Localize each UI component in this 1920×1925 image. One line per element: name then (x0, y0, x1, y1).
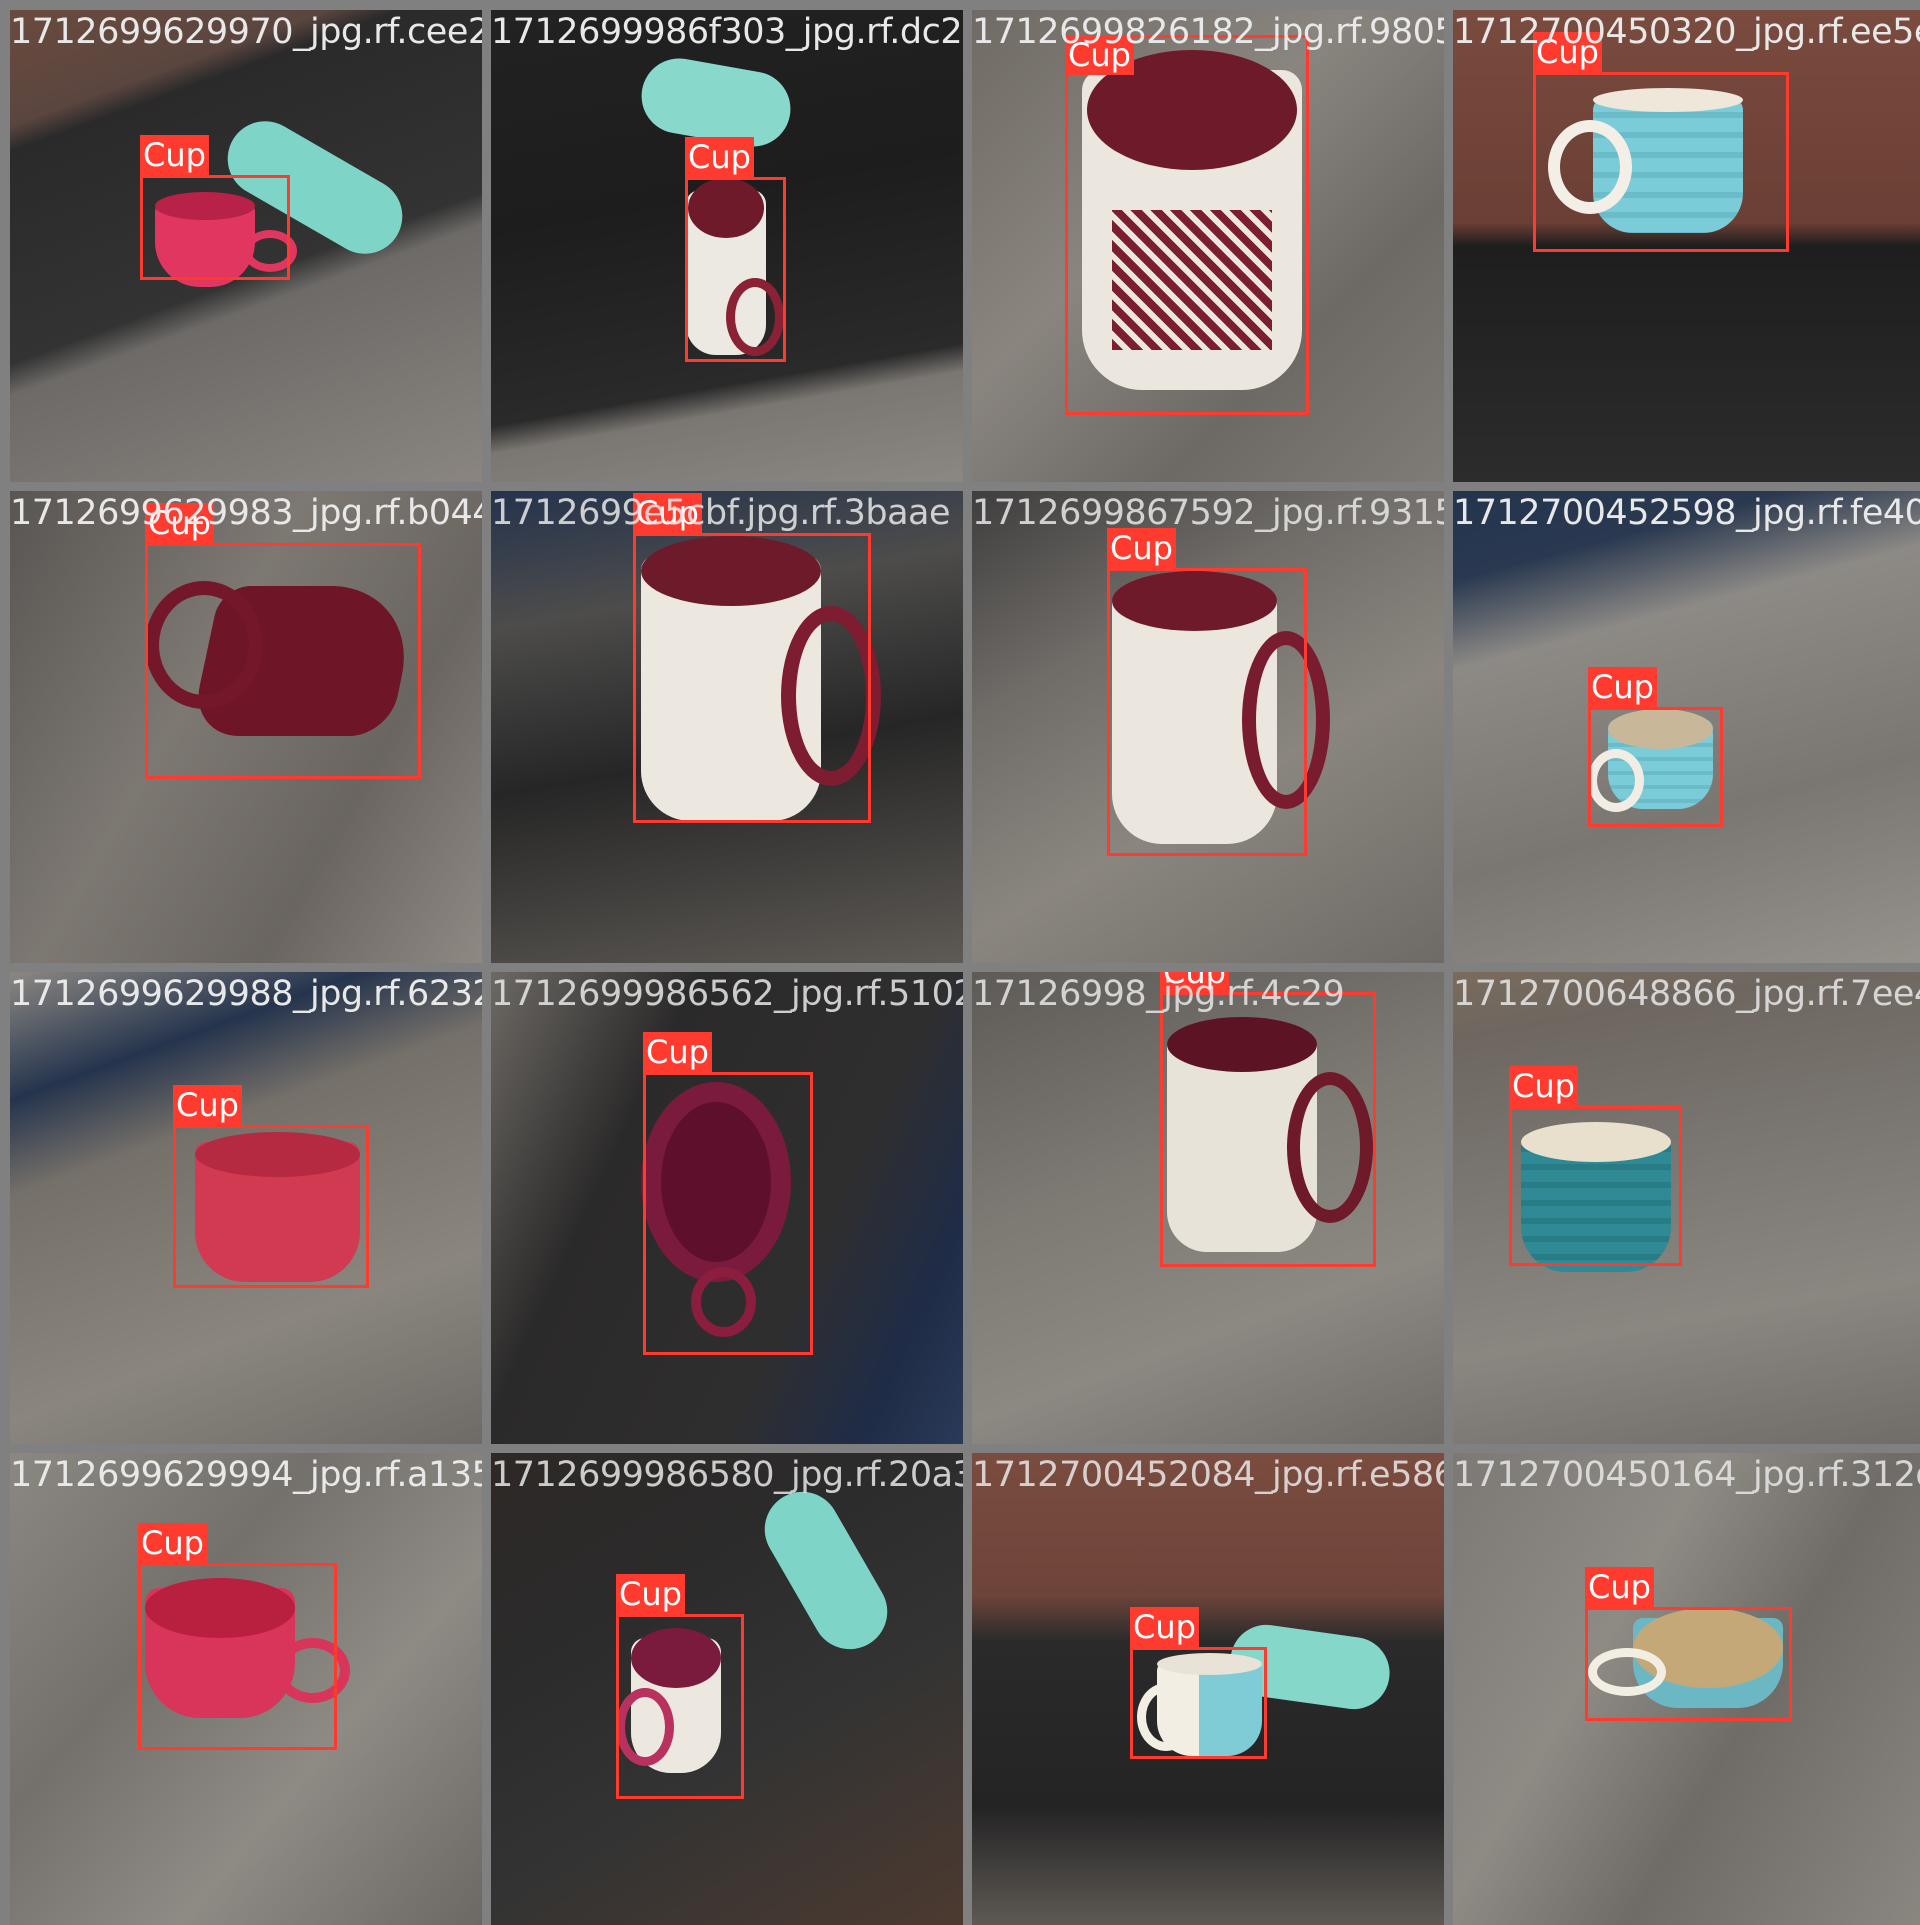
bounding-box (140, 175, 290, 280)
cup (1082, 50, 1312, 390)
cup (1112, 571, 1330, 851)
image-tile: Cup 1712699629988_jpg.rf.6232 (10, 972, 482, 1444)
image-tile: Cup 1712699826182_jpg.rf.98052 (972, 10, 1444, 482)
box-label: Cup (140, 135, 209, 175)
box-label: Cup (1160, 972, 1229, 992)
image-tile: Cup 1712699986580_jpg.rf.20a3 (491, 1453, 963, 1925)
box-label: Cup (685, 137, 754, 177)
bounding-box (138, 1563, 337, 1750)
image-tile: Cup 1712700452084_jpg.rf.e586 (972, 1453, 1444, 1925)
box-label: Cup (1533, 32, 1602, 72)
filename: 1712699629983_jpg.rf.b044 (10, 493, 482, 533)
cup (641, 1082, 791, 1337)
cup (155, 192, 297, 287)
box-label: Cup (643, 1032, 712, 1072)
bounding-box (643, 1072, 813, 1355)
box-label: Cup (173, 1085, 242, 1125)
cup (616, 1628, 726, 1773)
image-tile: Cup 1712700450164_jpg.rf.312d (1453, 1453, 1920, 1925)
bounding-box (1065, 35, 1309, 415)
image-tile: Cup 1712699629983_jpg.rf.b044 (10, 491, 482, 963)
bounding-box (1585, 1607, 1792, 1721)
bounding-box (173, 1125, 369, 1288)
image-tile: Cup 1712699986f303_jpg.rf.dc262 (491, 10, 963, 482)
photo (491, 1453, 963, 1925)
cup (1588, 1608, 1788, 1713)
bounding-box (1107, 568, 1307, 856)
image-tile: Cup 1712699629994_jpg.rf.a135 (10, 1453, 482, 1925)
bounding-box (633, 533, 871, 823)
image-tile: Cup 1712699629970_jpg.rf.cee29 (10, 10, 482, 482)
box-label: Cup (145, 503, 214, 543)
cup (1521, 1122, 1681, 1272)
box-label: Cup (1107, 528, 1176, 568)
filename: 1712699e5cbf.jpg.rf.3baae (491, 493, 951, 533)
filename: 1712699986562_jpg.rf.5102 (491, 974, 963, 1014)
image-tile: Cup 1712699e5cbf.jpg.rf.3baae (491, 491, 963, 963)
box-label: Cup (1588, 667, 1657, 707)
cup (1137, 1653, 1262, 1758)
box-label: Cup (1509, 1066, 1578, 1106)
filename: 1712700648866_jpg.rf.7ee4 (1453, 974, 1920, 1014)
image-tile: Cup 1712699986562_jpg.rf.5102 (491, 972, 963, 1444)
bounding-box (1160, 992, 1376, 1267)
box-label: Cup (1065, 35, 1134, 75)
image-tile: Cup 1712700452598_jpg.rf.fe408 (1453, 491, 1920, 963)
box-label: Cup (1585, 1567, 1654, 1607)
image-tile: Cup 1712700450320_jpg.rf.ee5e (1453, 10, 1920, 482)
filename: 1712700450164_jpg.rf.312d (1453, 1455, 1920, 1495)
cup (1167, 1017, 1373, 1252)
image-tile: Cup 1712699867592_jpg.rf.9315 (972, 491, 1444, 963)
filename: 1712699986f303_jpg.rf.dc262 (491, 12, 963, 52)
filename: 1712700452598_jpg.rf.fe408 (1453, 493, 1920, 533)
image-tile: Cup 17126998_jpg.rf.4c29 (972, 972, 1444, 1444)
filename: 1712699986580_jpg.rf.20a3 (491, 1455, 963, 1495)
box-label: Cup (633, 493, 702, 533)
bounding-box (616, 1614, 744, 1799)
filename: 1712700452084_jpg.rf.e586 (972, 1455, 1444, 1495)
cup (145, 1578, 350, 1723)
filename: 1712700450320_jpg.rf.ee5e (1453, 12, 1920, 52)
bounding-box (1130, 1647, 1267, 1759)
cup (195, 1132, 365, 1282)
bounding-box (145, 543, 421, 779)
cup (145, 566, 421, 756)
bounding-box (1588, 707, 1723, 827)
filename: 17126998_jpg.rf.4c29 (972, 974, 1345, 1014)
cup (686, 178, 784, 358)
bounding-box (685, 177, 786, 362)
cup (1548, 88, 1748, 238)
box-label: Cup (1130, 1607, 1199, 1647)
box-label: Cup (616, 1574, 685, 1614)
filename: 1712699867592_jpg.rf.9315 (972, 493, 1444, 533)
filename: 1712699629994_jpg.rf.a135 (10, 1455, 482, 1495)
box-label: Cup (138, 1523, 207, 1563)
filename: 1712699826182_jpg.rf.98052 (972, 12, 1444, 52)
filename: 1712699629970_jpg.rf.cee29 (10, 12, 482, 52)
image-tile: Cup 1712700648866_jpg.rf.7ee4 (1453, 972, 1920, 1444)
cup (1588, 709, 1718, 814)
bounding-box (1509, 1106, 1682, 1266)
filename: 1712699629988_jpg.rf.6232 (10, 974, 482, 1014)
bounding-box (1533, 72, 1789, 252)
